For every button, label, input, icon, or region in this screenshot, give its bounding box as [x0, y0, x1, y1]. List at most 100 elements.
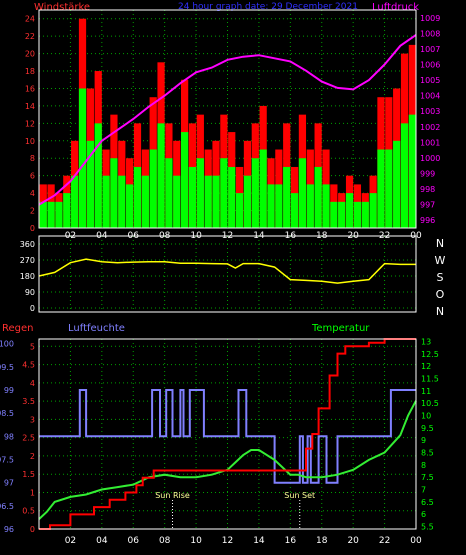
humidity-y-tick: 98.5 — [0, 409, 14, 418]
x-tick-label: 08 — [159, 536, 171, 546]
wind-avg-bar — [393, 140, 401, 228]
humidity-y-tick: 99.5 — [0, 363, 14, 372]
temperature-y-tick: 5.5 — [421, 523, 434, 532]
rain-y-tick: 0.5 — [22, 507, 35, 516]
rain-y-tick: 3 — [30, 415, 35, 424]
compass-tick: W — [435, 254, 446, 267]
wind-y-tick: 12 — [25, 119, 35, 128]
direction-line — [38, 258, 416, 284]
pressure-y-tick: 1008 — [420, 29, 440, 38]
direction-y-tick: 90 — [25, 288, 35, 297]
pressure-y-tick: 1005 — [420, 76, 440, 85]
wind-avg-bar — [181, 132, 189, 228]
wind-avg-bar — [220, 158, 228, 228]
pressure-y-tick: 1007 — [420, 45, 440, 54]
wind-avg-bar — [377, 149, 385, 228]
wind-pressure-panel: Windstärke 24 hour graph date: 29 Decemb… — [25, 2, 441, 241]
temperature-series — [38, 400, 417, 520]
x-tick-label: 02 — [65, 536, 76, 546]
wind-y-tick: 4 — [30, 189, 35, 198]
pressure-line — [38, 34, 417, 206]
wind-avg-bar — [369, 193, 377, 228]
temperature-axis-title: Temperatur — [311, 323, 370, 334]
x-tick-label: 04 — [96, 536, 108, 546]
rain-x-tick-labels: 02 04 06 08 10 12 14 16 18 20 22 00 — [65, 536, 422, 546]
wind-y-tick: 6 — [30, 172, 35, 181]
humidity-y-tick: 96.5 — [0, 502, 14, 511]
humidity-y-tick-labels: 96 96.5 97 97.5 98 98.5 99 99.5 100 — [0, 340, 14, 534]
humidity-y-tick: 96 — [4, 525, 14, 534]
humidity-line — [39, 389, 416, 484]
temperature-y-tick: 6.5 — [421, 498, 434, 507]
pressure-y-tick: 999 — [420, 170, 435, 179]
humidity-series — [39, 389, 416, 484]
temperature-y-tick: 7.5 — [421, 473, 434, 482]
direction-y-tick: 0 — [30, 304, 35, 313]
humidity-y-tick: 100 — [0, 340, 14, 349]
rain-axis-title: Regen — [2, 323, 34, 334]
chart-date-title: 24 hour graph date: 29 December 2021 — [178, 2, 358, 12]
direction-panel-frame — [38, 235, 417, 313]
rain-y-tick: 2 — [30, 452, 35, 461]
pressure-y-tick: 1004 — [420, 92, 440, 101]
wind-avg-bar — [102, 175, 110, 228]
compass-tick: N — [436, 305, 444, 318]
temperature-y-tick: 10.5 — [421, 399, 439, 408]
humidity-axis-title: Luftfeuchte — [68, 323, 125, 334]
rain-y-tick: 4.5 — [22, 361, 35, 370]
wind-avg-bar — [322, 184, 330, 228]
temperature-y-tick: 12 — [421, 362, 431, 371]
compass-tick: S — [437, 271, 444, 284]
temperature-y-tick: 8 — [421, 461, 426, 470]
rain-line — [39, 338, 416, 530]
wind-y-tick: 22 — [25, 32, 35, 41]
compass-tick: O — [436, 288, 445, 301]
wind-avg-bar — [110, 158, 118, 228]
wind-avg-bar — [188, 166, 197, 228]
wind-avg-bar — [149, 149, 157, 228]
sun-marker-label: Sun Set — [284, 491, 315, 500]
wind-avg-bar — [298, 158, 307, 228]
wind-avg-bar — [361, 201, 369, 228]
wind-avg-bar — [204, 175, 212, 228]
pressure-y-tick: 1006 — [420, 61, 440, 70]
temperature-y-tick: 11.5 — [421, 374, 439, 383]
wind-avg-bar — [39, 201, 47, 228]
pressure-y-tick-labels: 996 997 998 999 1000 1001 1002 1003 1004 1005 1006… — [420, 14, 440, 225]
wind-avg-bar — [47, 201, 55, 228]
wind-avg-bar — [345, 193, 354, 228]
pressure-y-tick: 1009 — [420, 14, 440, 23]
wind-avg-bar — [400, 123, 409, 228]
wind-avg-bar — [283, 166, 291, 228]
wind-avg-bar — [141, 175, 149, 228]
direction-grid — [39, 236, 416, 312]
wind-avg-bar — [314, 166, 322, 228]
wind-y-tick: 14 — [25, 102, 35, 111]
pressure-y-tick: 998 — [420, 185, 435, 194]
x-tick-label: 10 — [190, 536, 202, 546]
wind-avg-bar — [228, 166, 236, 228]
wind-avg-bar — [78, 88, 87, 228]
x-tick-label: 06 — [128, 536, 140, 546]
temperature-y-tick: 9 — [421, 436, 426, 445]
temperature-y-tick-labels: 5.5 6 6.5 7 7.5 8 8.5 9 9.5 10 10.5 11 11.5 12 12.5 13 — [421, 337, 439, 531]
wind-avg-bar — [290, 193, 299, 228]
rain-y-tick: 0 — [30, 525, 35, 534]
humidity-y-tick: 98 — [4, 432, 14, 441]
temperature-y-tick: 12.5 — [421, 350, 439, 359]
humidity-y-tick: 97.5 — [0, 455, 14, 464]
wind-avg-bar — [267, 184, 275, 228]
pressure-y-tick: 1003 — [420, 107, 440, 116]
direction-y-tick-labels: 0 90 180 270 360 — [20, 240, 35, 313]
wind-avg-bar — [385, 149, 393, 228]
wind-avg-bar — [173, 175, 181, 228]
pressure-y-tick: 1001 — [420, 138, 440, 147]
wind-avg-bar — [353, 201, 362, 228]
sun-marker-label: Sun Rise — [155, 491, 190, 500]
rain-y-tick: 4 — [30, 379, 35, 388]
pressure-y-tick: 996 — [420, 216, 435, 225]
wind-avg-bar — [338, 201, 346, 228]
